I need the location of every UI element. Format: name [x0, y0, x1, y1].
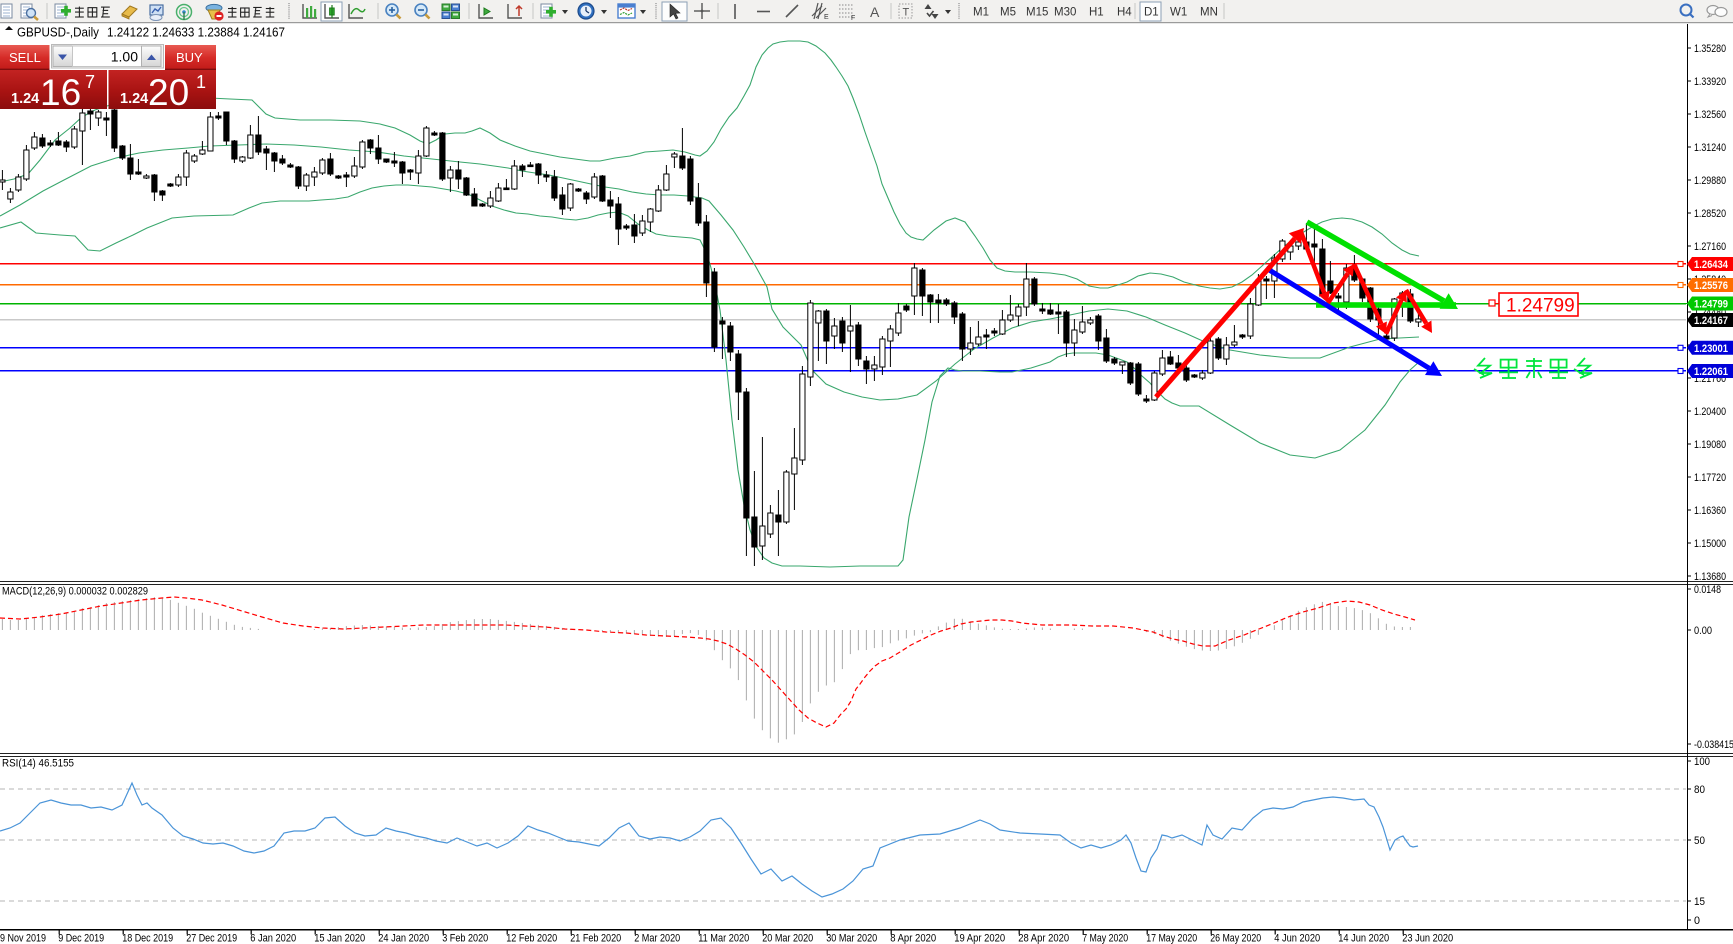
svg-text:21 Feb 2020: 21 Feb 2020: [570, 933, 621, 944]
svg-text:M15: M15: [1026, 7, 1048, 19]
svg-text:1.22061: 1.22061: [1694, 366, 1728, 378]
svg-text:0: 0: [1694, 915, 1700, 927]
svg-text:W1: W1: [1170, 7, 1187, 19]
svg-text:15 Jan 2020: 15 Jan 2020: [314, 933, 365, 944]
svg-text:F: F: [851, 15, 855, 22]
svg-text:8 Apr 2020: 8 Apr 2020: [890, 933, 936, 944]
svg-text:1: 1: [196, 72, 206, 92]
svg-text:7: 7: [85, 72, 95, 92]
svg-text:E: E: [824, 14, 829, 21]
svg-text:4 Jun 2020: 4 Jun 2020: [1274, 933, 1320, 944]
svg-text:-0.038415: -0.038415: [1694, 739, 1733, 751]
svg-text:1.23001: 1.23001: [1694, 343, 1728, 355]
svg-text:1.24: 1.24: [11, 91, 39, 107]
svg-text:30 Mar 2020: 30 Mar 2020: [826, 933, 877, 944]
svg-text:19 Apr 2020: 19 Apr 2020: [954, 933, 1005, 944]
svg-text:1.24799: 1.24799: [1506, 296, 1575, 317]
svg-text:16: 16: [40, 72, 81, 113]
svg-text:MACD(12,26,9) 0.000032 0.00282: MACD(12,26,9) 0.000032 0.002829: [2, 586, 148, 598]
svg-text:20: 20: [148, 72, 189, 113]
svg-text:23 Jun 2020: 23 Jun 2020: [1402, 933, 1453, 944]
svg-text:1.15000: 1.15000: [1694, 538, 1726, 550]
svg-text:1.17720: 1.17720: [1694, 472, 1726, 484]
svg-text:50: 50: [1694, 835, 1705, 847]
svg-text:15: 15: [1694, 896, 1705, 908]
svg-text:80: 80: [1694, 784, 1705, 796]
svg-text:1.33920: 1.33920: [1694, 76, 1726, 88]
svg-text:H1: H1: [1089, 7, 1104, 19]
svg-text:27 Dec 2019: 27 Dec 2019: [186, 933, 237, 944]
svg-text:1.24: 1.24: [120, 91, 148, 107]
svg-text:1.20400: 1.20400: [1694, 406, 1726, 418]
svg-text:26 May 2020: 26 May 2020: [1210, 933, 1261, 944]
svg-text:1.24799: 1.24799: [1694, 299, 1728, 311]
svg-text:BUY: BUY: [176, 50, 203, 65]
svg-text:1.24167: 1.24167: [1694, 315, 1728, 327]
svg-text:A: A: [870, 4, 880, 20]
svg-text:7 May 2020: 7 May 2020: [1082, 933, 1128, 944]
svg-text:12 Feb 2020: 12 Feb 2020: [506, 933, 557, 944]
svg-text:D1: D1: [1144, 7, 1159, 19]
svg-text:1.00: 1.00: [111, 49, 138, 65]
svg-text:100: 100: [1694, 756, 1710, 768]
svg-text:9 Dec 2019: 9 Dec 2019: [58, 933, 104, 944]
svg-text:0.00: 0.00: [1694, 625, 1712, 637]
svg-text:1.25576: 1.25576: [1694, 280, 1728, 292]
svg-text:T: T: [903, 7, 910, 19]
svg-text:SELL: SELL: [9, 50, 41, 65]
svg-text:1.28520: 1.28520: [1694, 208, 1726, 220]
svg-text:1.19080: 1.19080: [1694, 439, 1726, 451]
svg-text:9 Nov 2019: 9 Nov 2019: [0, 933, 46, 944]
svg-text:1.16360: 1.16360: [1694, 505, 1726, 517]
svg-text:1.24122 1.24633 1.23884 1.2416: 1.24122 1.24633 1.23884 1.24167: [107, 26, 285, 40]
svg-text:M30: M30: [1054, 7, 1076, 19]
svg-text:1.35280: 1.35280: [1694, 43, 1726, 55]
svg-text:H4: H4: [1117, 7, 1132, 19]
svg-text:6 Jan 2020: 6 Jan 2020: [250, 933, 296, 944]
svg-text:3 Feb 2020: 3 Feb 2020: [442, 933, 488, 944]
svg-text:1.31240: 1.31240: [1694, 142, 1726, 154]
svg-text:RSI(14) 46.5155: RSI(14) 46.5155: [2, 758, 74, 770]
svg-text:14 Jun 2020: 14 Jun 2020: [1338, 933, 1389, 944]
svg-text:17 May 2020: 17 May 2020: [1146, 933, 1197, 944]
svg-text:1.32560: 1.32560: [1694, 109, 1726, 121]
svg-text:2 Mar 2020: 2 Mar 2020: [634, 933, 680, 944]
svg-text:1.26434: 1.26434: [1694, 259, 1729, 271]
svg-text:28 Apr 2020: 28 Apr 2020: [1018, 933, 1069, 944]
svg-text:18 Dec 2019: 18 Dec 2019: [122, 933, 173, 944]
svg-text:0.0148: 0.0148: [1694, 584, 1721, 596]
svg-text:11 Mar 2020: 11 Mar 2020: [698, 933, 749, 944]
svg-text:MN: MN: [1200, 7, 1218, 19]
svg-text:24 Jan 2020: 24 Jan 2020: [378, 933, 429, 944]
svg-text:1.29880: 1.29880: [1694, 175, 1726, 187]
svg-text:1.27160: 1.27160: [1694, 241, 1726, 253]
svg-text:M1: M1: [973, 7, 989, 19]
svg-text:20 Mar 2020: 20 Mar 2020: [762, 933, 813, 944]
svg-text:GBPUSD-,Daily: GBPUSD-,Daily: [17, 26, 100, 40]
svg-text:1.13680: 1.13680: [1694, 571, 1726, 583]
svg-text:M5: M5: [1000, 7, 1016, 19]
